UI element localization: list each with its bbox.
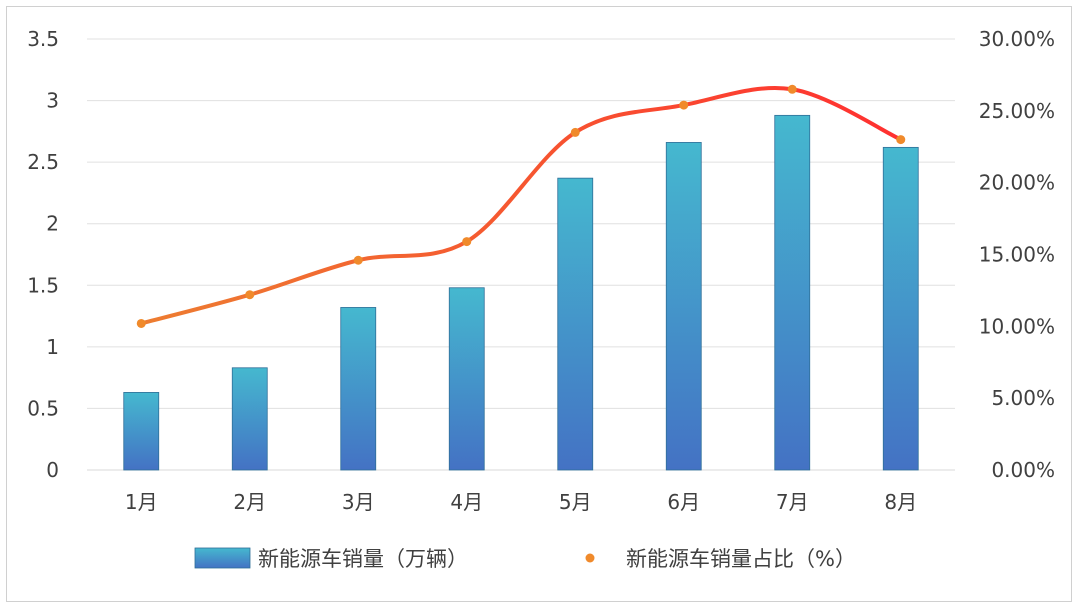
right-axis-tick-label: 5.00% — [991, 386, 1055, 410]
right-axis-tick-label: 30.00% — [979, 27, 1055, 51]
bar — [774, 114, 811, 471]
bar — [882, 146, 919, 471]
x-axis-tick-label: 5月 — [559, 490, 592, 514]
x-axis-tick-label: 7月 — [776, 490, 809, 514]
left-axis-tick-label: 2 — [46, 212, 59, 236]
line-point — [896, 135, 906, 145]
left-axis-tick-label: 0 — [46, 458, 59, 482]
x-axis-tick-label: 8月 — [884, 490, 917, 514]
bar — [557, 177, 594, 471]
bar — [665, 142, 702, 471]
legend-label-line: 新能源车销量占比（%） — [626, 547, 856, 571]
chart-frame: 0 0.5 1 1.5 2 2.5 3 3.5 0.00% 5.00% 10.00% 15.00% 2… — [6, 6, 1072, 602]
right-axis-tick-labels: 0.00% 5.00% 10.00% 15.00% 20.00% 25.00% 30.00% — [979, 27, 1055, 482]
line-point — [679, 100, 689, 110]
right-axis-tick-label: 25.00% — [979, 99, 1055, 123]
series-line — [139, 85, 903, 326]
line-point — [136, 318, 146, 328]
bar — [231, 367, 268, 471]
line-point — [570, 127, 580, 137]
right-axis-tick-label: 15.00% — [979, 243, 1055, 267]
x-axis-tick-label: 4月 — [450, 490, 483, 514]
left-axis-tick-labels: 0 0.5 1 1.5 2 2.5 3 3.5 — [27, 27, 59, 482]
grid-lines — [87, 38, 955, 471]
x-axis-tick-label: 1月 — [125, 490, 158, 514]
x-axis-tick-label: 2月 — [233, 490, 266, 514]
left-axis-tick-label: 0.5 — [27, 396, 59, 420]
right-axis-tick-label: 20.00% — [979, 171, 1055, 195]
legend: 新能源车销量（万辆） 新能源车销量占比（%） — [194, 547, 856, 571]
line-point — [245, 290, 255, 300]
legend-label-bars: 新能源车销量（万辆） — [258, 547, 468, 571]
legend-line-marker — [585, 553, 595, 563]
left-axis-tick-label: 2.5 — [27, 150, 59, 174]
x-axis-tick-label: 6月 — [667, 490, 700, 514]
line-series — [136, 84, 906, 328]
left-axis-tick-label: 1.5 — [27, 273, 59, 297]
bar — [448, 287, 485, 471]
x-axis-tick-labels: 1月 2月 3月 4月 5月 6月 7月 8月 — [125, 490, 917, 514]
chart: 0 0.5 1 1.5 2 2.5 3 3.5 0.00% 5.00% 10.00% 15.00% 2… — [27, 27, 1055, 571]
line-point — [787, 84, 797, 94]
left-axis-tick-label: 3 — [46, 89, 59, 113]
bar-series — [123, 114, 919, 471]
left-axis-tick-label: 3.5 — [27, 27, 59, 51]
bar — [340, 307, 377, 471]
right-axis-tick-label: 0.00% — [991, 458, 1055, 482]
line-point — [353, 255, 363, 265]
x-axis-tick-label: 3月 — [342, 490, 375, 514]
legend-bar-swatch — [194, 547, 251, 569]
line-point — [462, 237, 472, 247]
right-axis-tick-label: 10.00% — [979, 314, 1055, 338]
bar — [123, 392, 160, 471]
left-axis-tick-label: 1 — [46, 335, 59, 359]
